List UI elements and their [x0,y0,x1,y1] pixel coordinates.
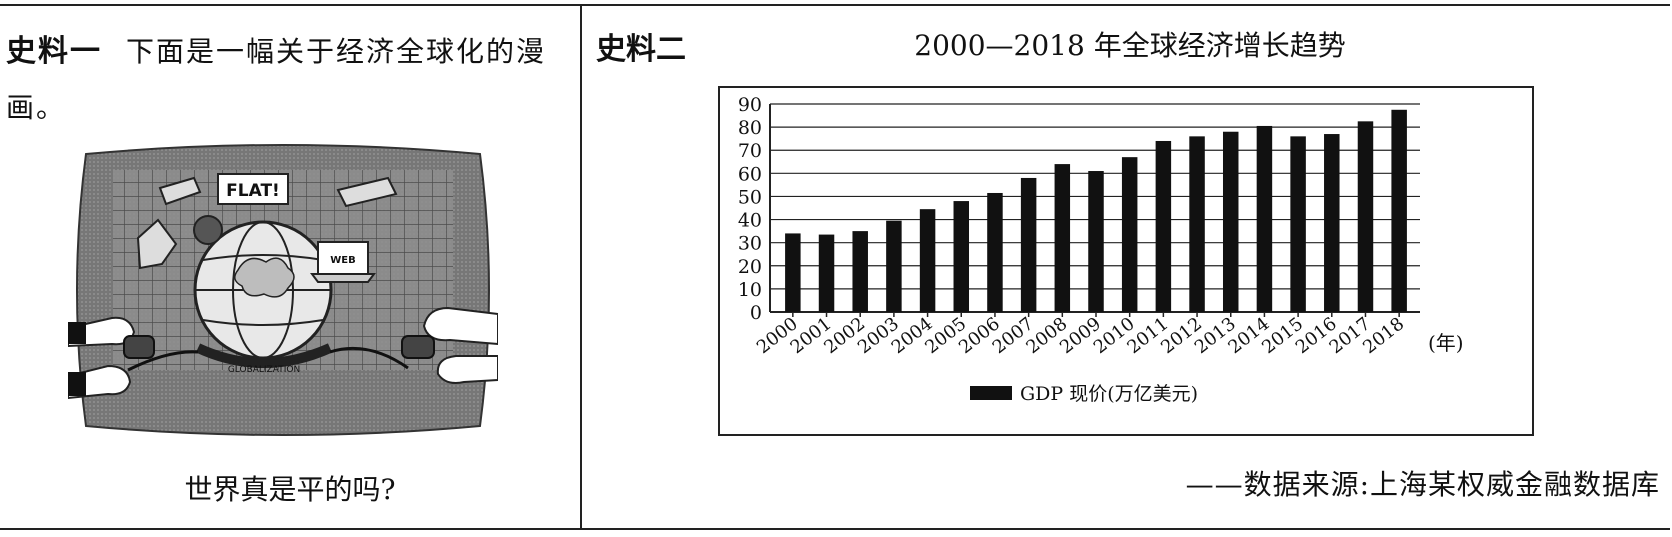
y-tick-label: 80 [738,117,762,139]
bar [1054,164,1071,312]
y-tick-label: 30 [738,233,762,255]
y-tick-label: 50 [738,186,762,208]
y-tick-label: 0 [750,302,762,324]
material-frame [0,4,1670,530]
data-source-note: ——数据来源:上海某权威金融数据库 [1185,468,1660,501]
bar [1189,136,1205,312]
bar [1391,109,1407,313]
cartoon-caption: 世界真是平的吗? [184,473,396,506]
bar [1290,136,1306,312]
bar [785,233,801,312]
bar [1324,134,1340,312]
bar [1357,121,1374,312]
bar [1155,140,1172,312]
bar [1222,131,1239,312]
bar [1088,171,1104,312]
globalization-cartoon-image: FLAT! GLOBALIZATION WEB [68,144,498,436]
bar [1121,157,1138,312]
bar [852,231,868,312]
y-tick-label: 70 [738,140,762,162]
bar [1020,177,1037,312]
x-unit-label: (年) [1428,331,1464,355]
y-tick-label: 60 [738,163,762,185]
chart-container: 0 10 20 30 40 50 60 70 80 90 2000 2001 2002 2003 2004 2… [718,86,1534,436]
material-two-label: 史料二 [596,32,686,67]
material-one-label: 史料一 [6,34,102,69]
y-tick-label: 40 [738,210,762,232]
cartoon-globe-label: GLOBALIZATION [228,365,300,375]
cartoon-web-screen: WEB [330,255,355,266]
chart-title: 2000—2018 年全球经济增长趋势 [914,29,1346,62]
bar [1256,125,1273,312]
bar [953,201,970,312]
bar [886,220,902,312]
cartoon-flat-sign: FLAT! [226,181,280,201]
gdp-bar-chart: 0102030405060708090200020012002200320042… [738,94,1464,405]
y-tick-label: 20 [738,256,762,278]
bar [919,209,936,312]
column-divider [580,6,582,528]
bar [818,234,835,312]
material-one-text: 史料一 下面是一幅关于经济全球化的漫画。 [6,24,566,136]
y-tick-label: 10 [738,279,762,301]
material-one-description: 下面是一幅关于经济全球化的漫画。 [6,35,547,124]
legend-swatch [970,386,1012,400]
bar [987,192,1003,312]
y-tick-label: 90 [738,94,762,116]
legend-label: GDP 现价(万亿美元) [1020,383,1198,405]
